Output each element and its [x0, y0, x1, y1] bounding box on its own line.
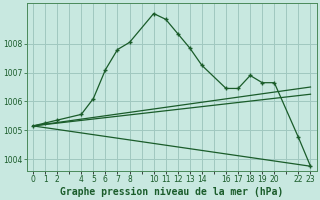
- X-axis label: Graphe pression niveau de la mer (hPa): Graphe pression niveau de la mer (hPa): [60, 186, 284, 197]
